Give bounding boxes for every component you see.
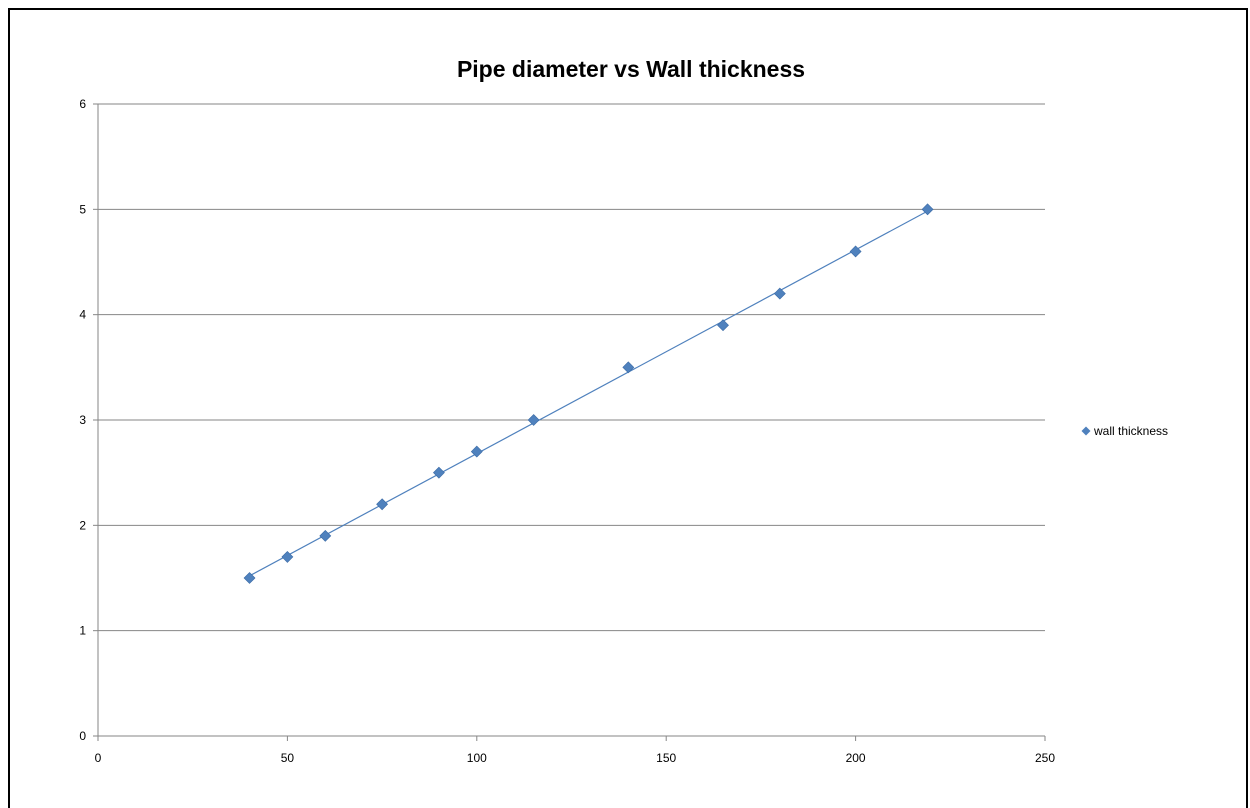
- data-point: [281, 551, 294, 563]
- data-point: [773, 287, 786, 300]
- y-tick-label: 6: [79, 97, 86, 111]
- y-tick-label: 4: [79, 308, 86, 322]
- legend-marker-diamond-icon: [1081, 426, 1091, 436]
- x-tick-label: 50: [281, 751, 295, 765]
- data-point: [319, 529, 332, 542]
- data-point: [622, 361, 635, 374]
- data-point: [432, 466, 445, 479]
- y-tick-label: 2: [79, 518, 86, 532]
- legend-label: wall thickness: [1093, 424, 1168, 438]
- data-point: [717, 319, 729, 332]
- y-tick-label: 3: [79, 413, 86, 427]
- x-tick-label: 150: [656, 751, 676, 765]
- x-tick-label: 200: [846, 751, 866, 765]
- data-point: [243, 572, 256, 584]
- data-points: [243, 203, 934, 584]
- x-tick-label: 100: [467, 751, 487, 765]
- trendline-layer: [249, 210, 928, 577]
- trendline: [249, 210, 928, 577]
- chart-frame: [8, 8, 1248, 808]
- chart-title: Pipe diameter vs Wall thickness: [457, 56, 805, 82]
- x-tick-label: 250: [1035, 751, 1055, 765]
- y-tick-label: 1: [79, 624, 86, 638]
- data-point: [527, 414, 540, 426]
- data-point: [921, 203, 934, 216]
- data-point: [376, 498, 389, 511]
- y-tick-label: 5: [79, 202, 86, 216]
- data-point: [849, 245, 862, 258]
- x-tick-label: 0: [95, 751, 102, 765]
- axes: 0 1 2 3 4 5 6 0 50 100 150 200 250: [79, 97, 1055, 765]
- y-tick-label: 0: [79, 729, 86, 743]
- data-point: [470, 445, 483, 458]
- legend: wall thickness: [1081, 424, 1168, 438]
- grid-lines: [98, 103, 1045, 632]
